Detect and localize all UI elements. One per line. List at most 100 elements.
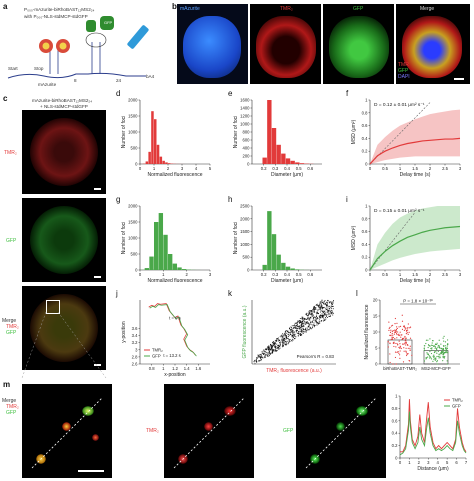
scatter-point [320,305,322,307]
bar-dot [389,342,391,344]
scatter-point [266,352,268,354]
scatter-point [312,318,314,320]
scatter-point [284,331,286,333]
scatter-point [319,315,321,317]
linescan-line-merge [31,397,103,469]
bar-dot [404,327,406,329]
bar-dot [400,336,402,338]
polya-label: bA4 [146,74,155,79]
bar-dot [403,343,405,345]
bar-dot [444,356,446,358]
histogram-bar [144,268,150,270]
scatter-point [289,328,291,330]
msd-band [370,109,460,164]
y-axis-label: Number of foci [233,222,239,255]
y-tick-label: 1200 [240,114,250,119]
scatter-point [301,318,303,320]
scatter-point [255,359,257,361]
bar-dot [436,363,439,365]
histogram-bar [154,119,157,164]
bar-dot [391,337,393,339]
bar-dot [443,335,445,337]
scatter-point [308,312,310,314]
scatter-point [266,355,268,357]
y-tick-label: 1 [395,394,398,399]
scatter-point [289,331,291,333]
bar-dot [430,347,432,350]
scatter-point [285,336,287,338]
scatter-point [292,336,294,338]
bar-dot [398,326,400,328]
scatter-point [304,318,306,320]
scatter-point [276,346,278,348]
panel-label-f: f [346,89,349,98]
scatter-point [316,317,318,319]
scatter-point [324,314,326,316]
y-axis-label: MSD (μm²) [351,225,357,250]
scatter-point [328,315,330,317]
title-tmr: TMR₂ [280,6,293,12]
scatter-point [281,334,283,336]
scatter-point [306,322,308,324]
scatter-point [320,309,322,311]
scatter-point [277,345,279,347]
legend-label: TMR₂ [452,398,463,403]
scatter-point [301,328,303,330]
scatter-point [282,333,284,335]
bar-dot [394,317,397,320]
scatter-point [300,335,302,337]
histogram-bar [290,268,295,270]
panel-label-h: h [228,195,232,204]
scatter-point [286,335,288,337]
bar-dot [442,349,444,351]
bar-dot [441,347,443,349]
scatter-point [305,321,307,323]
x-tick-label: 0.3 [272,272,278,277]
x-tick-label: 1.5 [412,166,418,171]
scatter-point [304,323,306,325]
scatter-point [323,311,325,313]
image-m-merge [22,384,112,478]
light-source-icon [127,25,149,49]
scatter-point [325,302,327,304]
scatter-point [255,360,257,362]
scatter-point [295,336,297,338]
y-tick-label: 15 [373,314,378,319]
scatter-point [323,313,325,315]
scatter-point [325,304,327,306]
scatter-point [300,331,302,333]
scale-bar [94,276,101,278]
y-tick-label: 0.8 [362,110,368,115]
bar-dot [389,334,391,337]
scatter-point [312,314,314,316]
scatter-point [306,312,308,314]
bar-dot [399,343,401,345]
scatter-point [263,352,265,354]
scatter-point [269,349,271,351]
scatter-point [302,331,304,333]
bar-dot [428,344,430,347]
scatter-point [268,354,270,356]
scatter-point [254,363,256,365]
bar-dot [447,343,449,345]
y-tick-label: 0.4 [392,431,398,436]
bar-dot [426,353,428,355]
y-tick-label: 2000 [128,98,138,103]
scatter-point [296,332,298,334]
scatter-point [316,305,318,307]
scatter-point [317,318,319,320]
scatter-point [269,352,271,354]
repeat-24: 24 [116,78,122,83]
histogram-bar [154,222,159,270]
histogram-bar [299,163,305,164]
bar-dot [389,326,391,329]
scatter-point [283,342,285,344]
scatter-point [326,316,328,318]
bar-dot [394,338,396,340]
x-axis-label: Normalized fluorescence [147,172,202,178]
scatter-point [305,329,307,331]
histogram-bar [172,263,178,270]
x-tick-label: 0.6 [307,272,313,277]
scatter-point [303,319,305,321]
bar-dot [404,342,406,344]
